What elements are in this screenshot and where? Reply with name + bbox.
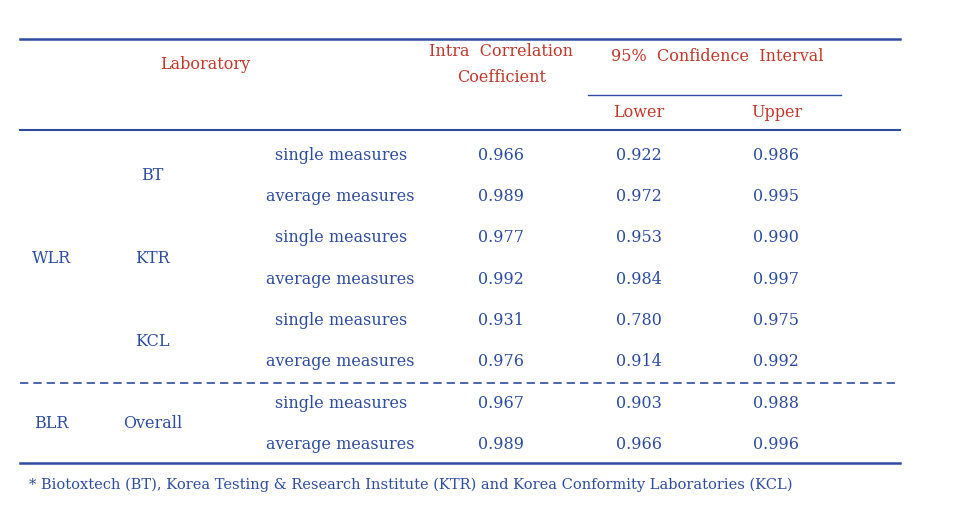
Text: Upper: Upper bbox=[751, 104, 802, 121]
Text: 0.922: 0.922 bbox=[616, 147, 662, 164]
Text: BLR: BLR bbox=[35, 415, 69, 432]
Text: 0.989: 0.989 bbox=[479, 436, 525, 453]
Text: 0.972: 0.972 bbox=[616, 188, 662, 205]
Text: 0.990: 0.990 bbox=[753, 229, 800, 246]
Text: Overall: Overall bbox=[123, 415, 183, 432]
Text: 0.997: 0.997 bbox=[753, 271, 800, 287]
Text: Laboratory: Laboratory bbox=[160, 56, 251, 73]
Text: 0.995: 0.995 bbox=[753, 188, 800, 205]
Text: 0.996: 0.996 bbox=[753, 436, 800, 453]
Text: 0.914: 0.914 bbox=[616, 353, 662, 371]
Text: 0.976: 0.976 bbox=[479, 353, 525, 371]
Text: 95%  Confidence  Interval: 95% Confidence Interval bbox=[610, 48, 823, 65]
Text: 0.975: 0.975 bbox=[753, 312, 800, 329]
Text: single measures: single measures bbox=[275, 395, 407, 412]
Text: 0.984: 0.984 bbox=[616, 271, 662, 287]
Text: 0.977: 0.977 bbox=[479, 229, 525, 246]
Text: 0.992: 0.992 bbox=[753, 353, 800, 371]
Text: Intra  Correlation: Intra Correlation bbox=[430, 43, 574, 60]
Text: WLR: WLR bbox=[33, 250, 71, 267]
Text: KCL: KCL bbox=[136, 333, 170, 350]
Text: single measures: single measures bbox=[275, 147, 407, 164]
Text: average measures: average measures bbox=[266, 271, 415, 287]
Text: single measures: single measures bbox=[275, 229, 407, 246]
Text: 0.931: 0.931 bbox=[479, 312, 525, 329]
Text: average measures: average measures bbox=[266, 188, 415, 205]
Text: 0.988: 0.988 bbox=[753, 395, 800, 412]
Text: Coefficient: Coefficient bbox=[456, 68, 546, 86]
Text: 0.986: 0.986 bbox=[753, 147, 800, 164]
Text: 0.966: 0.966 bbox=[616, 436, 662, 453]
Text: Lower: Lower bbox=[613, 104, 664, 121]
Text: 0.989: 0.989 bbox=[479, 188, 525, 205]
Text: 0.780: 0.780 bbox=[616, 312, 662, 329]
Text: 0.903: 0.903 bbox=[616, 395, 662, 412]
Text: 0.992: 0.992 bbox=[479, 271, 524, 287]
Text: 0.966: 0.966 bbox=[479, 147, 525, 164]
Text: BT: BT bbox=[141, 167, 164, 185]
Text: 0.967: 0.967 bbox=[479, 395, 525, 412]
Text: average measures: average measures bbox=[266, 353, 415, 371]
Text: * Biotoxtech (BT), Korea Testing & Research Institute (KTR) and Korea Conformity: * Biotoxtech (BT), Korea Testing & Resea… bbox=[29, 477, 793, 492]
Text: KTR: KTR bbox=[136, 250, 170, 267]
Text: average measures: average measures bbox=[266, 436, 415, 453]
Text: single measures: single measures bbox=[275, 312, 407, 329]
Text: 0.953: 0.953 bbox=[616, 229, 662, 246]
